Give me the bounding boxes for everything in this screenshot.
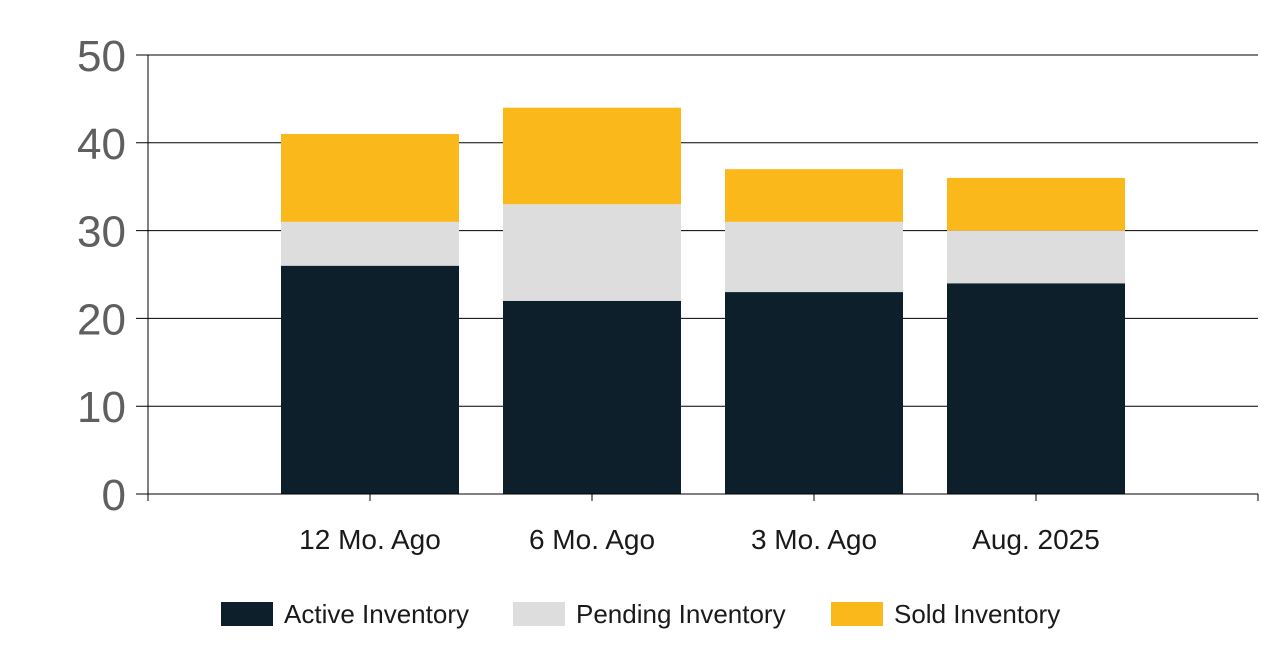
x-tick-label-2: 3 Mo. Ago — [751, 524, 877, 555]
x-tick-label-3: Aug. 2025 — [972, 524, 1100, 555]
bar-pending-inventory-2 — [725, 221, 903, 293]
bar-pending-inventory-1 — [503, 204, 681, 301]
y-tick-label-50: 50 — [77, 32, 126, 81]
axes: 0 10 20 30 40 50 12 Mo. Ago 6 Mo. Ago 3 Mo. Ago A… — [77, 32, 1259, 555]
y-tick-label-0: 0 — [102, 471, 126, 520]
bar-sold-inventory-1 — [503, 107, 681, 205]
legend-label-1: Pending Inventory — [576, 599, 786, 629]
y-tick-label-10: 10 — [77, 383, 126, 432]
bar-pending-inventory-3 — [947, 230, 1125, 284]
legend-swatch-0 — [221, 602, 273, 626]
legend-swatch-2 — [831, 602, 883, 626]
bar-sold-inventory-2 — [725, 169, 903, 222]
bar-sold-inventory-3 — [947, 177, 1125, 231]
bar-pending-inventory-0 — [281, 221, 459, 266]
legend-label-2: Sold Inventory — [894, 599, 1060, 629]
bar-active-inventory-1 — [503, 300, 681, 494]
x-tick-label-1: 6 Mo. Ago — [529, 524, 655, 555]
bar-sold-inventory-0 — [281, 134, 459, 222]
legend-swatch-1 — [513, 602, 565, 626]
x-tick-label-0: 12 Mo. Ago — [299, 524, 441, 555]
y-tick-label-40: 40 — [77, 120, 126, 169]
bar-active-inventory-3 — [947, 283, 1125, 494]
bars — [281, 107, 1125, 494]
y-tick-label-30: 30 — [77, 208, 126, 257]
legend-label-0: Active Inventory — [284, 599, 469, 629]
legend: Active Inventory Pending Inventory Sold In… — [221, 599, 1060, 629]
bar-active-inventory-0 — [281, 265, 459, 494]
y-tick-label-20: 20 — [77, 295, 126, 344]
bar-active-inventory-2 — [725, 292, 903, 494]
